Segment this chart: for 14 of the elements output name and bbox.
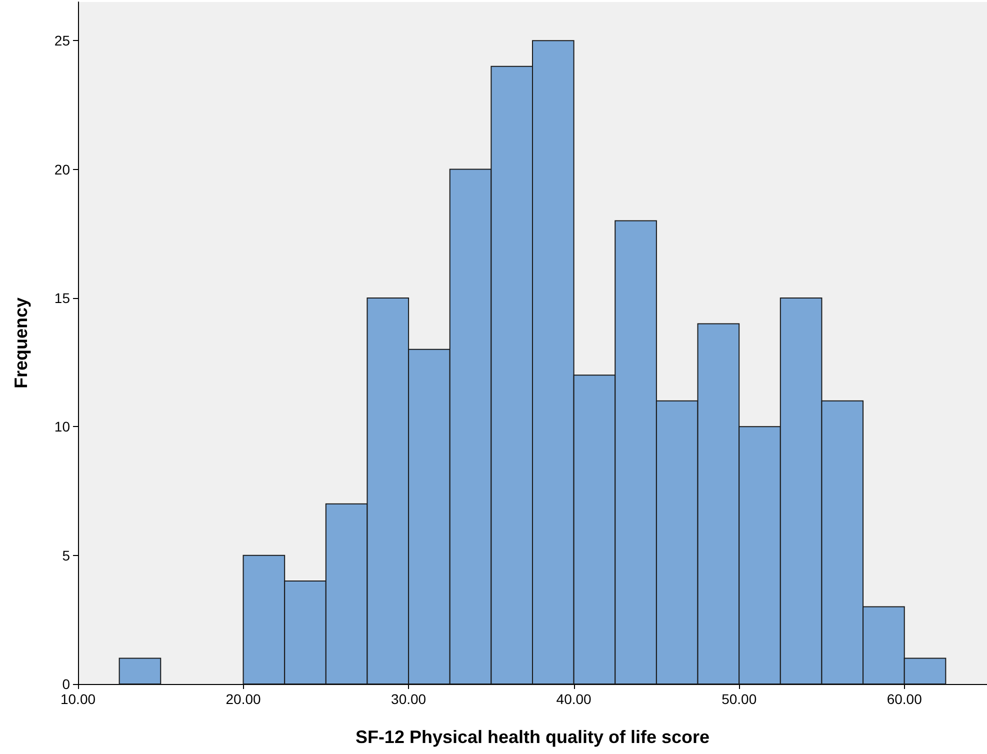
y-axis-title: Frequency: [11, 297, 31, 389]
y-tick-label: 20: [54, 161, 70, 178]
y-tick-label: 25: [54, 32, 70, 49]
y-tick-label: 15: [54, 290, 70, 306]
x-tick-label: 60.00: [886, 691, 922, 707]
y-tick-label: 10: [54, 418, 70, 435]
x-tick-label: 20.00: [226, 691, 261, 707]
x-tick-label: 10.00: [60, 691, 96, 707]
x-tick-label: 50.00: [722, 691, 757, 707]
y-tick-label: 5: [62, 547, 70, 564]
y-tick-label: 0: [62, 676, 70, 692]
x-tick-label: 40.00: [556, 691, 592, 707]
x-tick-label: 30.00: [391, 691, 426, 707]
x-axis-title: SF-12 Physical health quality of life score: [355, 727, 710, 747]
